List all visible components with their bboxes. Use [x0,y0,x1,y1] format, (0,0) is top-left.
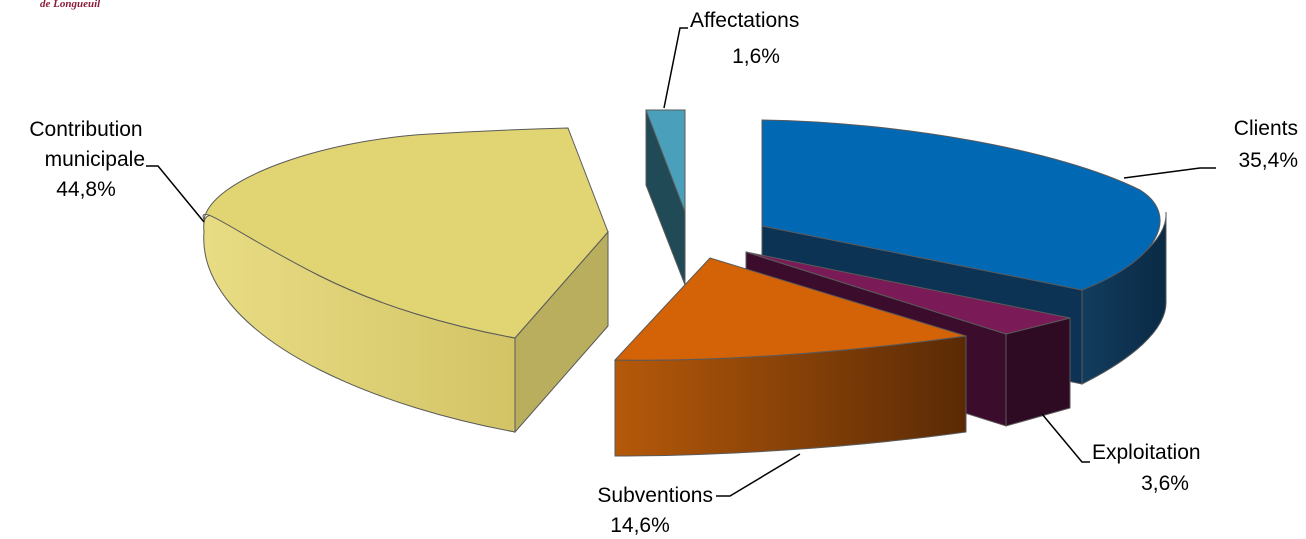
label-contribution-name-line1: Contribution [29,118,142,141]
label-contribution-name-line2: municipale [45,148,145,171]
label-clients-value: 35,4% [1238,149,1298,172]
slice-top-contribution [202,127,609,339]
leader-line-affectations [663,27,688,109]
label-exploitation-name: Exploitation [1092,441,1201,464]
pie-slice-contribution-municipale [202,127,609,434]
label-affectations-value: 1,6% [732,45,780,68]
leader-line-contribution [146,165,205,223]
pie-slice-subventions [613,257,967,457]
label-exploitation-value: 3,6% [1141,472,1189,495]
label-affectations-name: Affectations [690,9,799,32]
label-clients-name: Clients [1234,117,1298,140]
logo-text: de Longueuil [40,0,101,10]
label-contribution-value: 44,8% [56,178,116,201]
slice-top-clients [761,119,1161,291]
label-subventions-value: 14,6% [610,514,670,537]
leader-line-clients [1123,167,1216,179]
slice-side-exploitation-front [1005,317,1071,427]
label-subventions-name: Subventions [597,484,713,507]
slice-top-subventions [613,257,967,361]
slice-top-affectations [645,109,686,213]
leader-line-subventions [716,453,801,497]
pie-slice-affectations [645,109,686,286]
leader-line-exploitation [1041,413,1090,463]
slice-top-exploitation [745,251,1071,335]
